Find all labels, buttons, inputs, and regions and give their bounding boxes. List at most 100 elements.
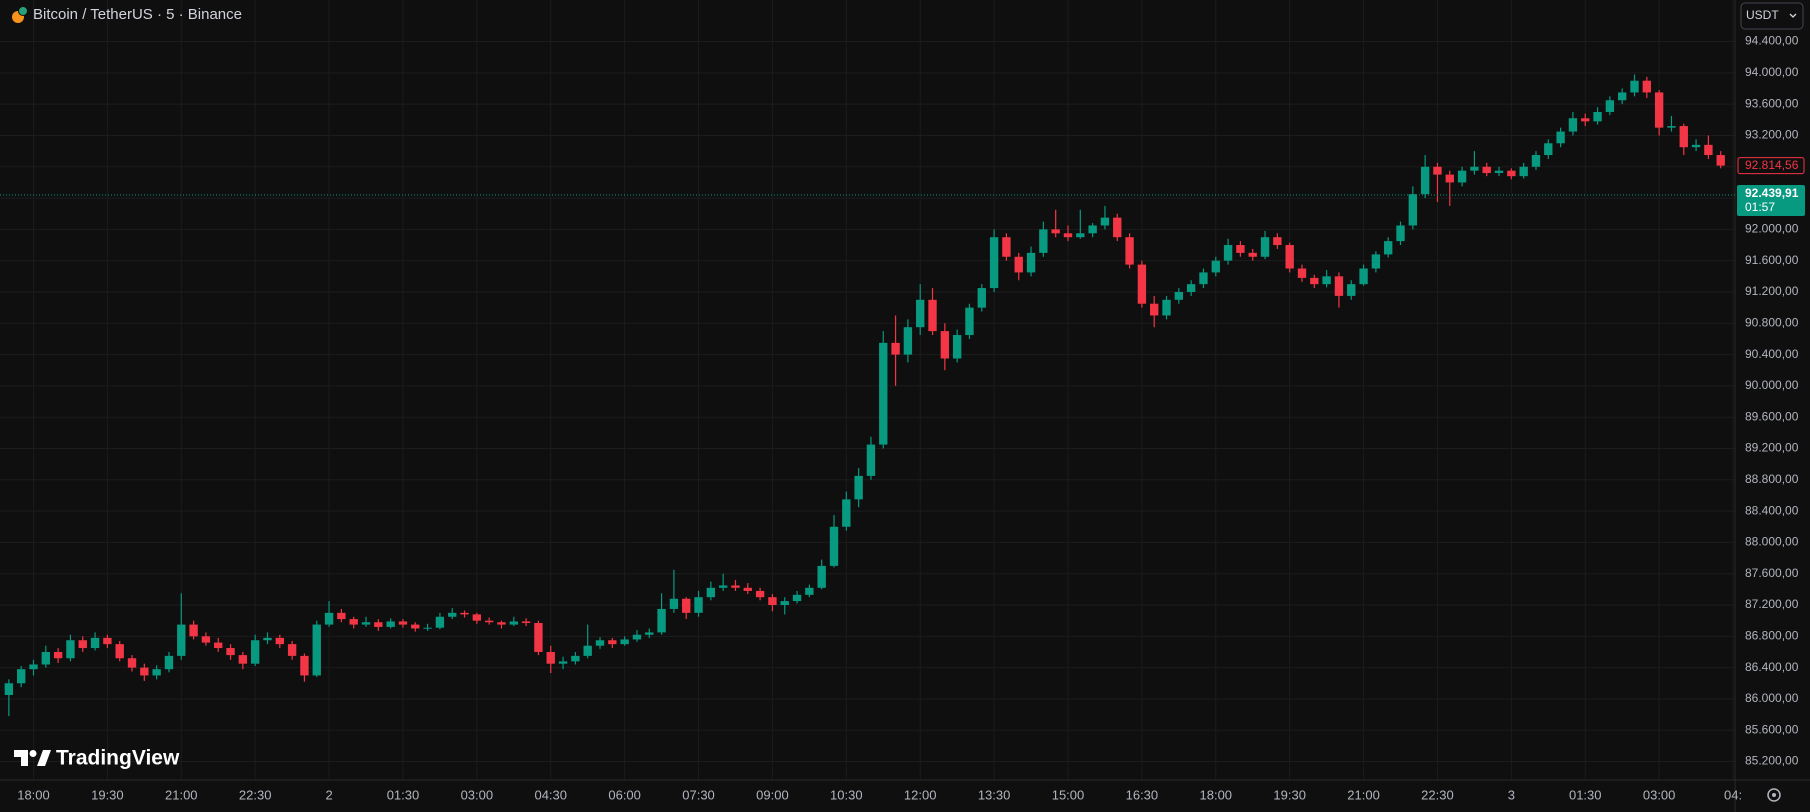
grid (0, 0, 1735, 780)
candle-body (189, 624, 198, 637)
candle-body (1285, 245, 1294, 269)
candle-body (66, 640, 75, 659)
logo-mark (14, 750, 28, 766)
candle-body (1100, 217, 1110, 226)
candle-body (411, 624, 420, 629)
candle-body (263, 637, 272, 641)
candle-body (1556, 131, 1565, 144)
candle-body (78, 640, 87, 649)
candle-body (1654, 92, 1664, 128)
candle-body (300, 655, 309, 676)
dropdown-arrow (1789, 13, 1797, 18)
candle-body (361, 622, 371, 625)
candle-body (657, 608, 666, 633)
x-tick-label: 10:30 (830, 787, 863, 802)
candle-body (472, 614, 482, 621)
y-tick-label: 91.200,00 (1745, 284, 1799, 298)
candle-body (509, 621, 518, 625)
x-tick-label: 03:00 (461, 787, 494, 802)
candle-body (1026, 252, 1036, 273)
y-tick-label: 87.600,00 (1745, 566, 1799, 580)
settings-icon[interactable] (1767, 788, 1781, 802)
candle-body (349, 619, 358, 625)
x-tick-label: 01:30 (387, 787, 420, 802)
candle-body (1482, 166, 1491, 174)
candle-body (558, 661, 568, 664)
settings-icon (1772, 793, 1776, 797)
candle-body (1531, 155, 1541, 167)
x-tick-label: 01:30 (1569, 787, 1602, 802)
candle-body (571, 655, 580, 662)
candle-body (842, 499, 851, 527)
candle-body (1618, 92, 1627, 101)
candle-body (534, 623, 543, 652)
last-price-label: 92.814,56 (1745, 158, 1799, 172)
candle-body (238, 655, 248, 664)
x-tick-label: 19:30 (91, 787, 124, 802)
y-tick-label: 90.000,00 (1745, 378, 1799, 392)
candle-body (1223, 245, 1233, 261)
candle-body (780, 601, 789, 606)
candle-body (1199, 272, 1208, 285)
candle-body (497, 622, 506, 625)
x-tick-label: 18:00 (17, 787, 50, 802)
candle-body (743, 587, 752, 591)
y-tick-label: 94.400,00 (1745, 34, 1799, 48)
candle-body (152, 669, 161, 676)
candle-body (866, 444, 876, 476)
y-tick-label: 85.600,00 (1745, 722, 1799, 736)
candle-body (1076, 233, 1085, 238)
candle-body (435, 616, 445, 628)
candle-body (669, 598, 679, 609)
candle-body (1002, 237, 1011, 257)
candle-body (423, 627, 432, 629)
x-tick-label: 13:30 (978, 787, 1011, 802)
symbol-icon (18, 6, 28, 16)
candle-body (4, 683, 14, 696)
candle-body (1310, 277, 1319, 285)
candle-body (1396, 225, 1405, 242)
candle-body (312, 624, 321, 676)
candle-body (164, 655, 174, 670)
candle-body (965, 307, 974, 336)
candle-body (854, 475, 863, 500)
watermark: TradingView (56, 747, 180, 770)
candle-body (768, 597, 777, 606)
candle-body (250, 640, 260, 664)
candle-body (829, 526, 839, 566)
candle-body (645, 632, 654, 635)
candle-body (1507, 170, 1516, 177)
candle-body (1211, 260, 1220, 273)
countdown-label: 01:57 (1745, 200, 1775, 214)
candle-body (201, 636, 211, 643)
x-tick-label: 09:00 (756, 787, 789, 802)
candle-body (1371, 254, 1381, 269)
y-tick-label: 89.600,00 (1745, 409, 1799, 423)
y-tick-label: 88.000,00 (1745, 535, 1799, 549)
y-tick-label: 91.600,00 (1745, 253, 1799, 267)
candle-body (226, 648, 235, 656)
candle-body (337, 612, 346, 620)
y-tick-label: 85.200,00 (1745, 754, 1799, 768)
x-tick-label: 21:00 (1347, 787, 1380, 802)
currency-label[interactable]: USDT (1746, 8, 1779, 22)
x-tick-label: 22:30 (239, 787, 272, 802)
candle-body (1248, 252, 1257, 257)
candle-body (805, 587, 814, 595)
candle-body (1063, 233, 1073, 238)
candle-body (1162, 299, 1171, 316)
candle-body (1470, 166, 1479, 171)
candle-body (977, 288, 986, 308)
currency-selector[interactable] (1740, 2, 1804, 30)
candle-body (1568, 118, 1578, 132)
candle-body (398, 621, 408, 625)
candle-body (989, 237, 999, 289)
x-tick-label: 19:30 (1273, 787, 1306, 802)
candle-body (484, 620, 494, 623)
candle-body (1642, 80, 1652, 93)
x-tick-label: 06:00 (608, 787, 641, 802)
candle-body (1236, 245, 1245, 253)
